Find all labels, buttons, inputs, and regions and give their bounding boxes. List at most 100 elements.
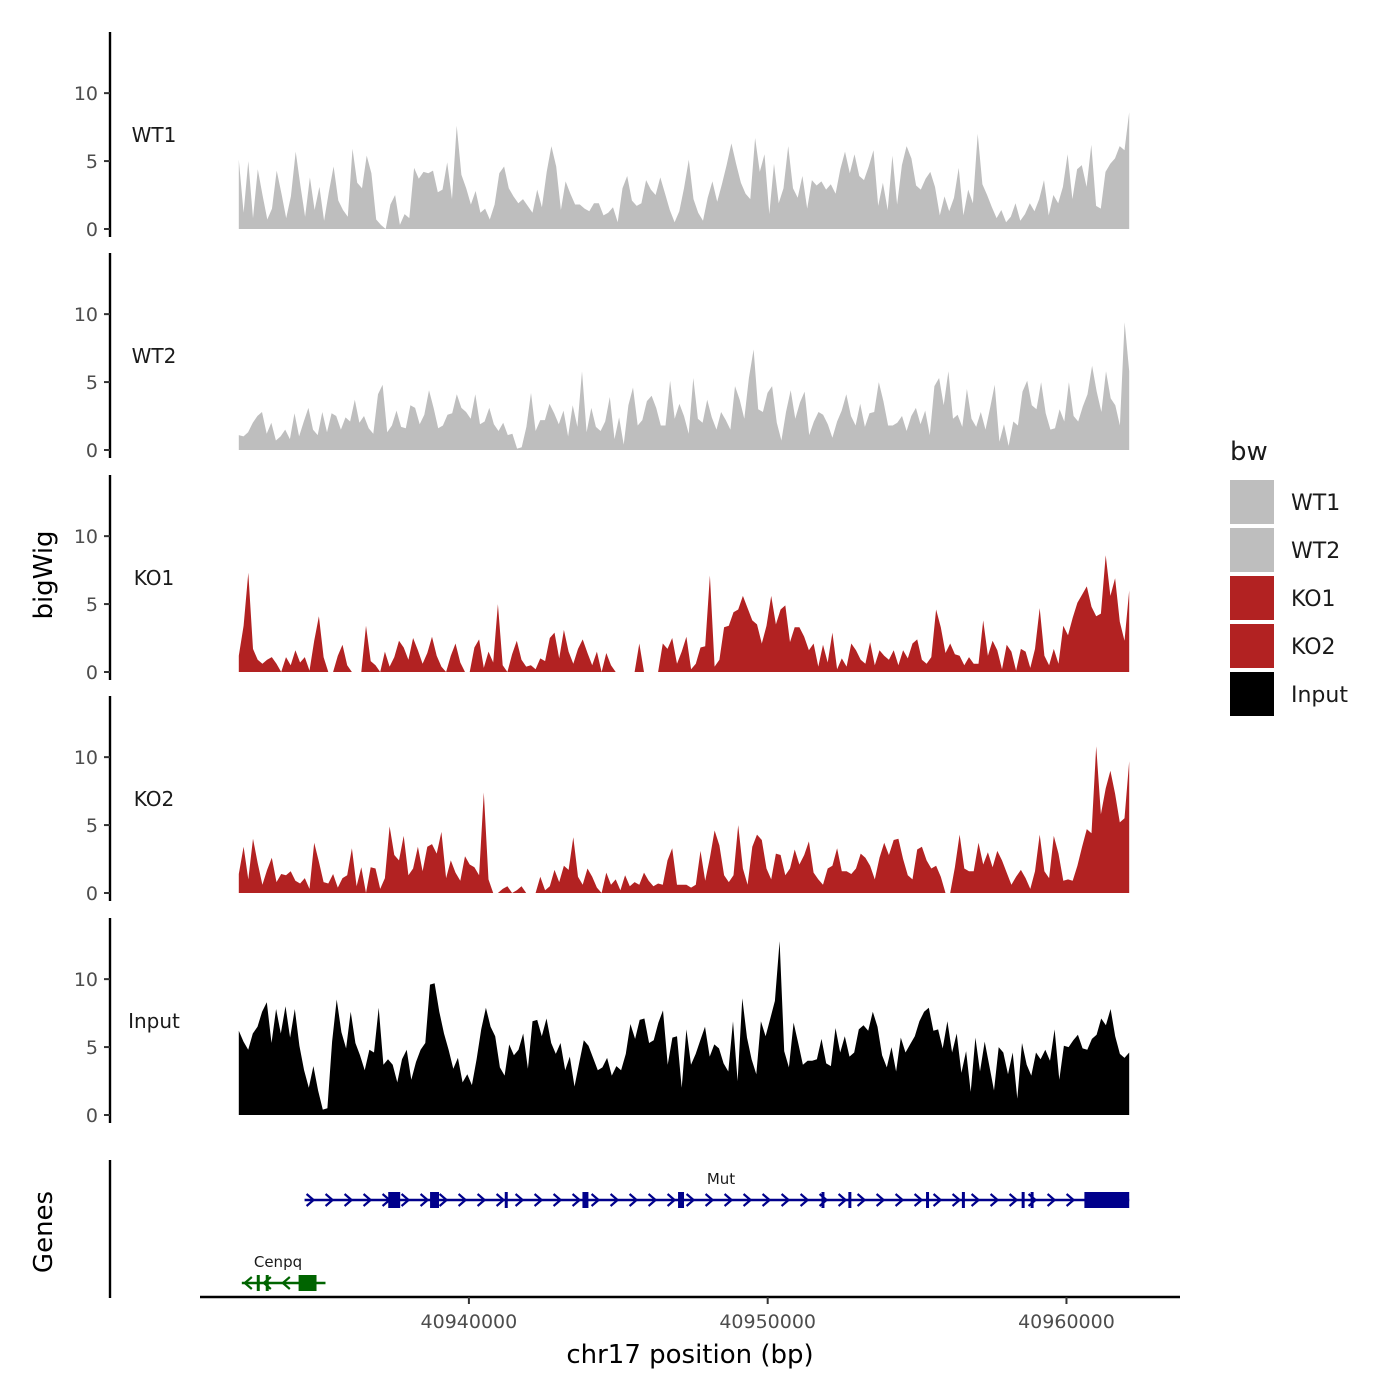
bigwig-tracks: 0 5 10 WT1 0 5 10 WT2 0 5 10 KO1 0 5 10 KO2 0 5 10 Input	[74, 32, 1130, 1127]
strand-arrow	[243, 1276, 253, 1290]
strand-arrow	[685, 1193, 696, 1207]
legend-label: KO2	[1291, 635, 1336, 660]
gene-panel: Mut Cenpq	[108, 1160, 1130, 1298]
track-label-input: Input	[128, 1009, 180, 1033]
y-tick-label: 5	[86, 1037, 98, 1059]
legend-label: WT1	[1291, 491, 1340, 516]
gene-label-cenpq: Cenpq	[254, 1253, 302, 1271]
strand-arrow	[742, 1193, 753, 1207]
strand-arrow	[951, 1193, 962, 1207]
track-wt1: 0 5 10 WT1	[74, 32, 1130, 241]
y-tick-label: 10	[74, 304, 98, 326]
x-axis: 40940000 40950000 40960000	[200, 1295, 1180, 1333]
track-ko2: 0 5 10 KO2	[74, 696, 1130, 905]
strand-arrow	[1046, 1193, 1057, 1207]
strand-arrow	[856, 1193, 867, 1207]
strand-arrow	[552, 1193, 563, 1207]
gene-exon	[1084, 1192, 1130, 1208]
legend-item-ko2: KO2	[1230, 624, 1336, 668]
y-tick-label: 10	[74, 969, 98, 991]
strand-arrow	[704, 1193, 715, 1207]
strand-arrow	[780, 1193, 791, 1207]
strand-arrow	[1008, 1193, 1019, 1207]
strand-arrow	[533, 1193, 544, 1207]
legend-swatch	[1230, 624, 1274, 668]
x-tick-label: 40960000	[1018, 1311, 1115, 1333]
strand-arrow	[723, 1193, 734, 1207]
y-tick-label: 0	[86, 219, 98, 241]
gene-label-mut: Mut	[707, 1170, 735, 1188]
track-wt2: 0 5 10 WT2	[74, 253, 1130, 462]
y-tick-label: 10	[74, 747, 98, 769]
strand-arrow	[837, 1193, 848, 1207]
track-label-wt2: WT2	[132, 344, 177, 368]
track-label-ko2: KO2	[134, 787, 175, 811]
legend-label: Input	[1291, 683, 1348, 708]
strand-arrow	[761, 1193, 772, 1207]
strand-arrow	[799, 1193, 810, 1207]
gene-exon	[926, 1192, 930, 1208]
strand-arrow	[970, 1193, 981, 1207]
legend-swatch	[1230, 672, 1274, 716]
legend-label: KO1	[1291, 587, 1336, 612]
strand-arrow	[362, 1193, 373, 1207]
gene-exon	[848, 1192, 852, 1208]
strand-arrow	[438, 1193, 449, 1207]
y-tick-label: 0	[86, 1105, 98, 1127]
strand-arrow	[609, 1193, 620, 1207]
legend-label: WT2	[1291, 539, 1340, 564]
area-ko1	[238, 555, 1130, 672]
strand-arrow	[343, 1193, 354, 1207]
gene-exon	[256, 1275, 260, 1291]
strand-arrow	[666, 1193, 677, 1207]
strand-arrow	[628, 1193, 639, 1207]
area-ko2	[238, 746, 1130, 893]
y-axis-title-genes: Genes	[29, 1191, 59, 1273]
y-tick-label: 5	[86, 594, 98, 616]
strand-arrow	[1065, 1193, 1076, 1207]
strand-arrow	[514, 1193, 525, 1207]
y-axis-title-bigwig: bigWig	[29, 530, 59, 619]
y-tick-label: 0	[86, 883, 98, 905]
track-label-wt1: WT1	[132, 123, 177, 147]
strand-arrow	[894, 1193, 905, 1207]
y-tick-label: 0	[86, 440, 98, 462]
strand-arrow	[932, 1193, 943, 1207]
strand-arrow	[476, 1193, 487, 1207]
strand-arrow	[913, 1193, 924, 1207]
track-input: 0 5 10 Input	[74, 918, 1130, 1127]
strand-arrow	[571, 1193, 582, 1207]
gene-exon	[388, 1192, 401, 1208]
gene-cenpq: Cenpq	[241, 1253, 326, 1291]
y-tick-label: 0	[86, 662, 98, 684]
strand-arrow	[647, 1193, 658, 1207]
legend-item-ko1: KO1	[1230, 576, 1336, 620]
gene-exon	[298, 1275, 317, 1291]
track-ko1: 0 5 10 KO1	[74, 475, 1130, 684]
y-tick-label: 5	[86, 151, 98, 173]
strand-arrow	[281, 1276, 291, 1290]
strand-arrow	[457, 1193, 468, 1207]
y-tick-label: 10	[74, 526, 98, 548]
x-tick-label: 40940000	[421, 1311, 518, 1333]
strand-arrow	[590, 1193, 601, 1207]
gene-exon	[961, 1192, 965, 1208]
area-input	[238, 941, 1130, 1115]
track-label-ko1: KO1	[134, 566, 175, 590]
x-axis-title: chr17 position (bp)	[566, 1340, 813, 1370]
strand-arrow	[400, 1193, 411, 1207]
gene-exon	[504, 1192, 508, 1208]
gene-exon	[821, 1192, 825, 1208]
legend-swatch	[1230, 528, 1274, 572]
legend-item-input: Input	[1230, 672, 1348, 716]
x-tick-label: 40950000	[719, 1311, 816, 1333]
strand-arrow	[875, 1193, 886, 1207]
y-tick-label: 5	[86, 815, 98, 837]
area-wt2	[238, 322, 1130, 450]
area-wt1	[238, 112, 1130, 229]
gene-exon	[265, 1275, 269, 1291]
strand-arrow	[495, 1193, 506, 1207]
y-tick-label: 10	[74, 83, 98, 105]
y-tick-label: 5	[86, 372, 98, 394]
